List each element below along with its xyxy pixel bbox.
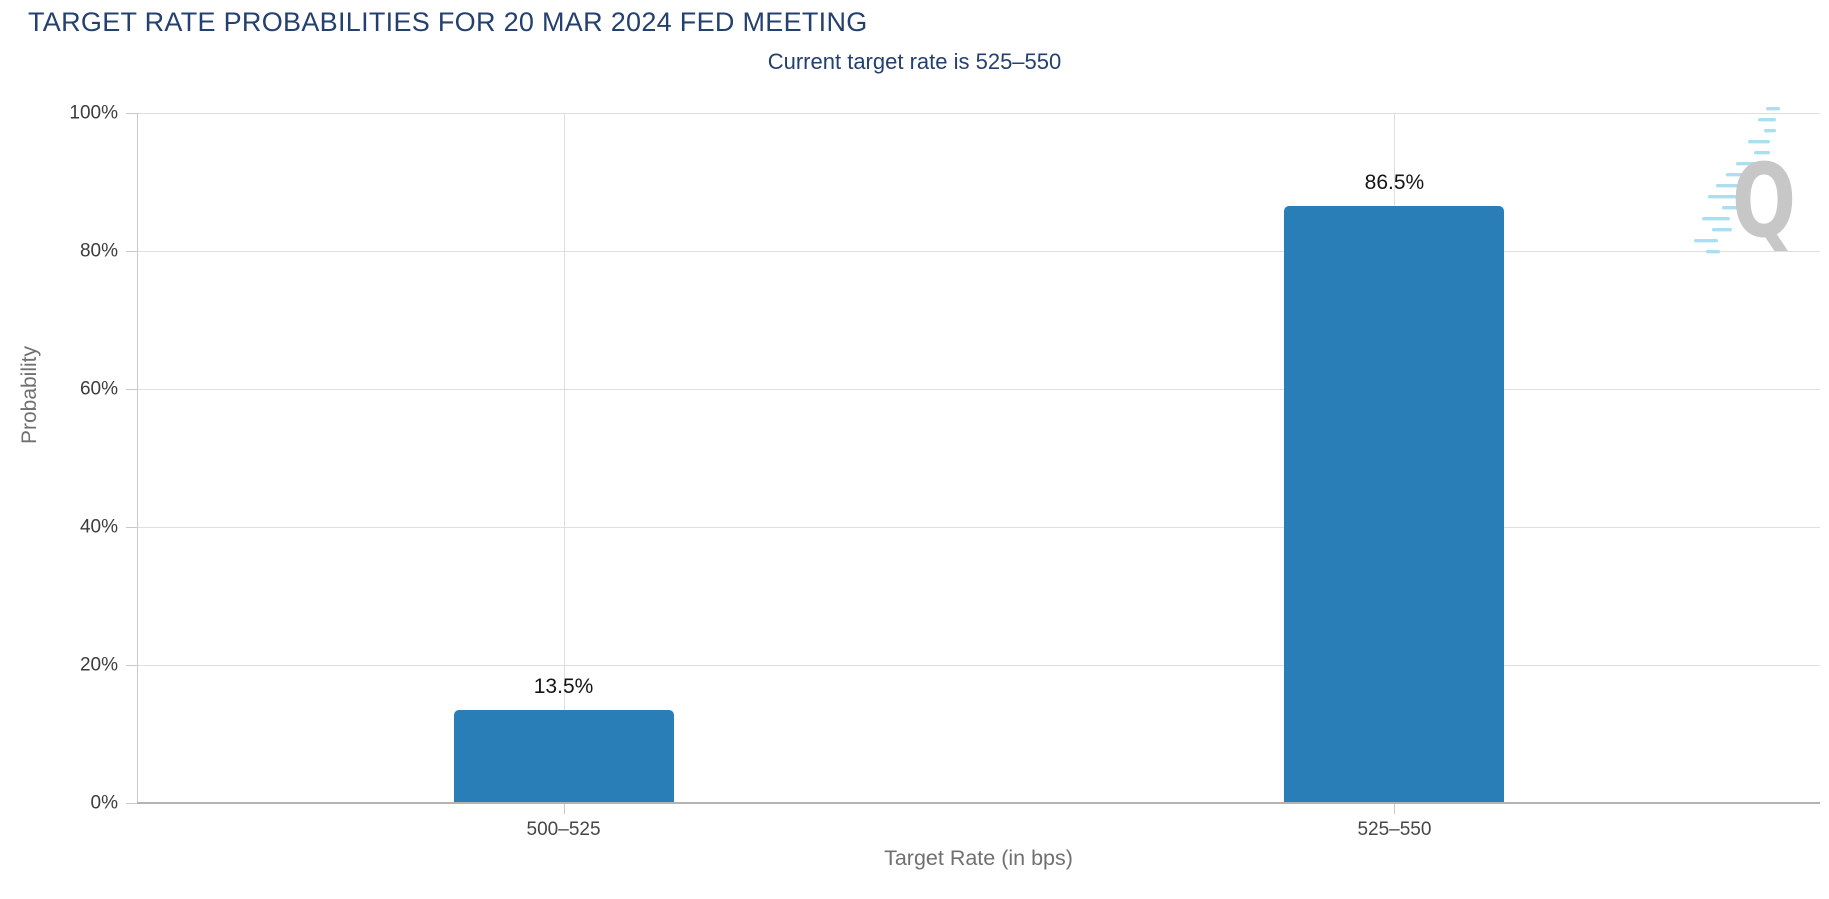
x-tick-mark — [1394, 803, 1396, 814]
bar-500-525[interactable]: 13.5% — [453, 675, 674, 803]
y-tick-mark — [126, 665, 137, 666]
y-tick-mark — [126, 803, 137, 804]
gridline-40pct — [138, 527, 1820, 528]
x-category-label: 500–525 — [526, 819, 601, 840]
chart-title: TARGET RATE PROBABILITIES FOR 20 MAR 202… — [28, 7, 868, 37]
chart-subtitle: Current target rate is 525–550 — [767, 49, 1062, 74]
x-axis-title: Target Rate (in bps) — [884, 846, 1073, 870]
y-tick-mark — [126, 527, 137, 528]
gridline-category-1 — [563, 113, 565, 803]
y-tick-label: 40% — [79, 516, 118, 538]
gridline-60pct — [138, 389, 1820, 390]
y-tick-label: 60% — [79, 378, 118, 400]
y-tick-label: 20% — [79, 654, 118, 676]
bar-525-550[interactable]: 86.5% — [1284, 171, 1505, 803]
bar-value-label: 13.5% — [533, 674, 594, 698]
gridline-100pct — [138, 113, 1820, 114]
gridline-20pct — [138, 665, 1820, 666]
y-tick-mark — [126, 389, 137, 390]
gridline-80pct — [138, 251, 1820, 252]
bar-value-label: 86.5% — [1364, 171, 1425, 195]
y-tick-label: 80% — [79, 240, 118, 262]
x-category-label: 525–550 — [1357, 819, 1432, 840]
y-tick-label: 0% — [90, 792, 118, 814]
y-tick-label: 100% — [69, 102, 118, 124]
y-axis-title: Probability — [18, 345, 41, 445]
y-tick-mark — [126, 251, 137, 252]
bar-fill[interactable] — [1284, 206, 1505, 803]
plot-area: 100% 80% 60% 40% 20% 0% 13.5% 86.5% 500–… — [69, 104, 1820, 840]
x-tick-mark — [563, 803, 565, 814]
y-tick-mark — [126, 113, 137, 114]
bar-fill[interactable] — [453, 709, 674, 803]
x-axis-line — [137, 802, 1820, 804]
